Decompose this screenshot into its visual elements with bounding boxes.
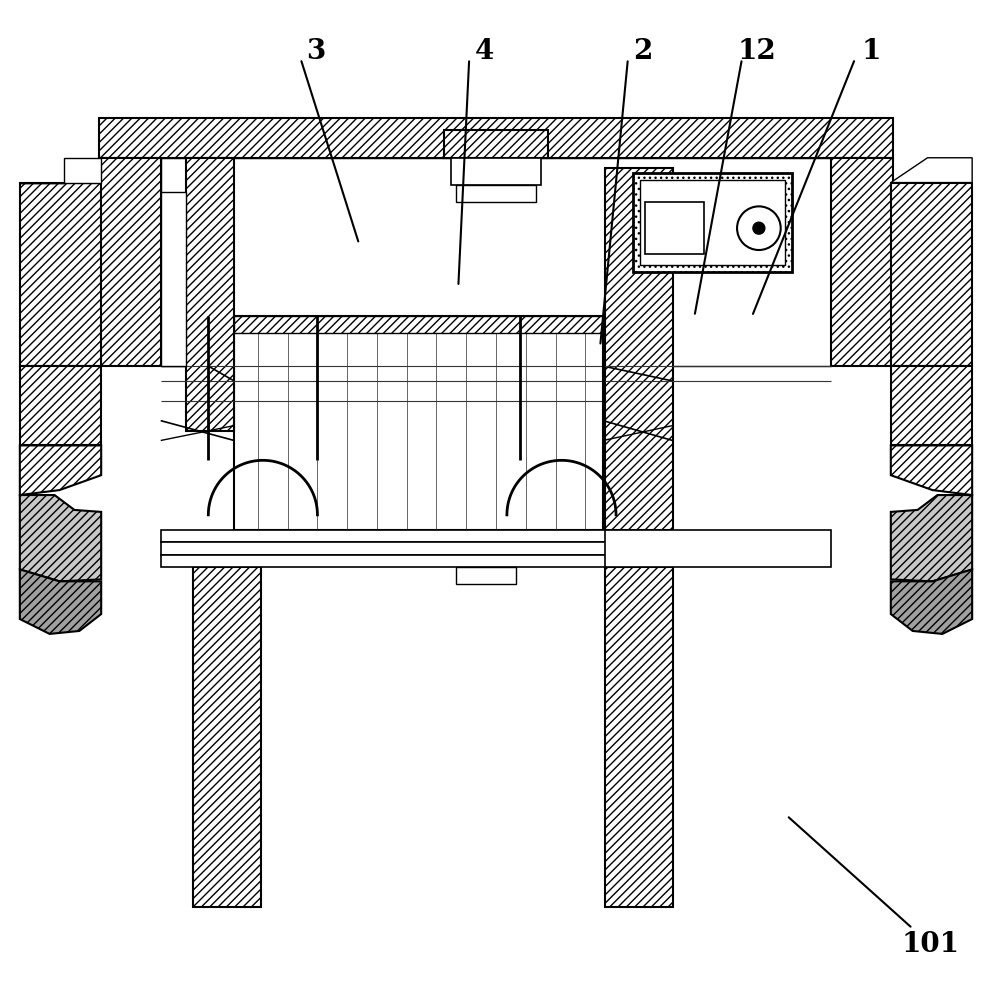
Bar bbox=[456, 567, 516, 584]
Text: 101: 101 bbox=[902, 931, 959, 958]
Bar bbox=[193, 567, 261, 907]
Bar bbox=[161, 192, 186, 366]
Bar bbox=[451, 158, 541, 185]
Text: 4: 4 bbox=[474, 38, 494, 65]
Bar bbox=[645, 202, 704, 254]
Text: 2: 2 bbox=[633, 38, 653, 65]
Polygon shape bbox=[891, 158, 972, 183]
Text: 1: 1 bbox=[861, 38, 881, 65]
Text: 3: 3 bbox=[306, 38, 325, 65]
Polygon shape bbox=[20, 569, 101, 634]
Bar bbox=[605, 567, 673, 907]
Circle shape bbox=[737, 206, 781, 250]
Polygon shape bbox=[891, 445, 972, 495]
Bar bbox=[186, 158, 234, 431]
Bar bbox=[640, 180, 785, 265]
Polygon shape bbox=[891, 495, 972, 581]
Polygon shape bbox=[20, 183, 101, 366]
Bar bbox=[456, 185, 536, 202]
Bar bbox=[161, 555, 673, 567]
Text: 12: 12 bbox=[737, 38, 777, 65]
Bar bbox=[605, 530, 831, 567]
Bar bbox=[831, 158, 893, 366]
Bar bbox=[161, 542, 673, 555]
Bar bbox=[234, 316, 603, 530]
Bar bbox=[444, 130, 548, 158]
Bar bbox=[99, 118, 893, 158]
Polygon shape bbox=[891, 366, 972, 445]
Bar bbox=[161, 158, 831, 366]
Polygon shape bbox=[20, 158, 101, 183]
Polygon shape bbox=[20, 366, 101, 445]
Bar bbox=[605, 168, 673, 530]
Bar bbox=[161, 530, 673, 542]
Bar bbox=[633, 173, 792, 272]
Circle shape bbox=[753, 222, 765, 234]
Polygon shape bbox=[20, 495, 101, 581]
Bar bbox=[234, 316, 603, 333]
Polygon shape bbox=[20, 445, 101, 495]
Polygon shape bbox=[891, 569, 972, 634]
Bar bbox=[99, 158, 161, 366]
Polygon shape bbox=[891, 183, 972, 366]
